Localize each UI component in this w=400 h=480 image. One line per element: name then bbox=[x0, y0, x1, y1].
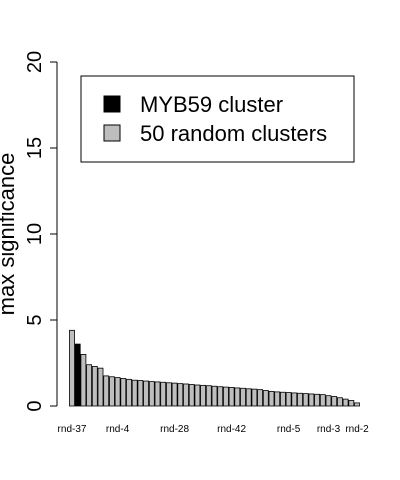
bar-random bbox=[325, 395, 332, 407]
bar-random bbox=[251, 388, 258, 407]
bar-random bbox=[228, 387, 235, 407]
bar-random bbox=[171, 382, 178, 407]
bar-random bbox=[257, 389, 264, 407]
bar-random bbox=[80, 353, 87, 407]
bar-random bbox=[160, 381, 167, 407]
bar-random bbox=[103, 375, 110, 407]
legend-swatch-random bbox=[103, 124, 121, 142]
bar-random bbox=[279, 391, 286, 407]
bar-random bbox=[109, 376, 115, 407]
bar-random bbox=[188, 384, 195, 407]
bar-random bbox=[86, 364, 92, 407]
bar-random bbox=[240, 387, 246, 407]
bar-random bbox=[137, 380, 144, 407]
bar-random bbox=[154, 381, 161, 407]
bar-random bbox=[336, 397, 343, 407]
x-tick-labels: rnd-37 rnd-4 rnd-28 rnd-42 rnd-5 rnd-3 rnd-2 bbox=[58, 424, 370, 435]
bar-random bbox=[148, 381, 155, 407]
bar-random bbox=[285, 392, 292, 407]
bar-random bbox=[143, 380, 150, 407]
legend-label-random: 50 random clusters bbox=[140, 121, 327, 146]
bar-random bbox=[302, 393, 309, 407]
bar-myb59 bbox=[74, 343, 81, 407]
bar-random bbox=[131, 379, 138, 407]
legend-label-myb59: MYB59 cluster bbox=[140, 92, 283, 117]
bar-random bbox=[354, 402, 360, 407]
bar-random bbox=[194, 384, 201, 407]
bar-random bbox=[200, 384, 207, 407]
bars bbox=[69, 329, 360, 407]
y-axis-label: max significance bbox=[0, 153, 19, 316]
legend: MYB59 cluster 50 random clusters bbox=[80, 75, 355, 163]
y-tick-label: 10 bbox=[24, 223, 46, 245]
x-tick-label: rnd-4 bbox=[106, 424, 130, 435]
y-tick-label: 0 bbox=[24, 400, 46, 411]
bar-random bbox=[211, 385, 218, 407]
x-tick-label: rnd-3 bbox=[317, 424, 341, 435]
x-tick-label: rnd-2 bbox=[345, 424, 369, 435]
bar-random bbox=[268, 390, 275, 407]
bar-random bbox=[291, 392, 298, 407]
bar-random bbox=[234, 387, 241, 407]
x-tick-label: rnd-37 bbox=[58, 424, 87, 435]
bar-random bbox=[308, 393, 315, 407]
bar-random bbox=[262, 390, 269, 407]
bar-random bbox=[91, 366, 98, 407]
bar-random bbox=[342, 398, 349, 407]
y-axis: 0 5 10 15 20 bbox=[24, 51, 58, 412]
y-tick-label: 15 bbox=[24, 137, 46, 159]
bar-random bbox=[183, 383, 189, 407]
legend-swatch-myb59 bbox=[103, 95, 121, 113]
bar-random bbox=[222, 386, 229, 407]
bar-random bbox=[217, 386, 224, 407]
legend-box bbox=[80, 75, 355, 163]
bar-random bbox=[126, 378, 132, 407]
bar-random bbox=[97, 367, 104, 407]
bar-random bbox=[348, 400, 355, 407]
bar-random bbox=[165, 382, 172, 407]
x-tick-label: rnd-42 bbox=[217, 424, 246, 435]
bar-random bbox=[319, 394, 326, 407]
x-tick-label: rnd-28 bbox=[160, 424, 189, 435]
bar-random bbox=[314, 393, 321, 407]
y-tick-label: 20 bbox=[24, 51, 46, 73]
bar-random bbox=[205, 385, 212, 407]
bar-random bbox=[114, 377, 121, 407]
y-tick-label: 5 bbox=[24, 314, 46, 325]
x-tick-label: rnd-5 bbox=[277, 424, 301, 435]
bar-random bbox=[245, 388, 252, 407]
bar-random bbox=[120, 378, 127, 407]
bar-random bbox=[297, 392, 303, 407]
bar-random bbox=[331, 396, 338, 407]
bar-random bbox=[69, 329, 75, 407]
bar-random bbox=[274, 391, 281, 407]
bar-random bbox=[177, 383, 184, 407]
